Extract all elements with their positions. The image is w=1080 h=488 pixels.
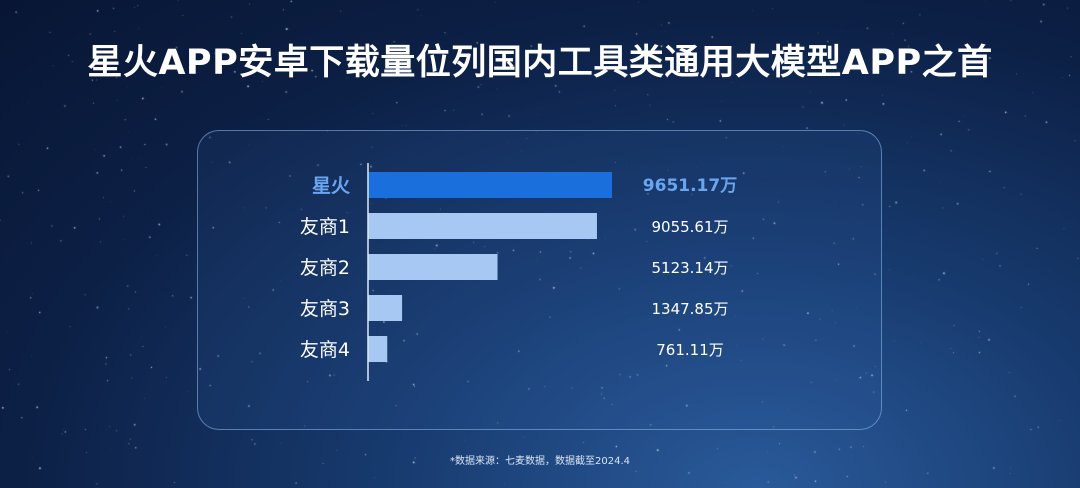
- bar: [368, 172, 612, 198]
- data-label: 9055.61万: [651, 218, 728, 236]
- data-label: 5123.14万: [651, 259, 728, 277]
- category-label: 友商4: [300, 339, 350, 361]
- bar: [368, 213, 597, 239]
- bar: [368, 295, 403, 321]
- data-label: 9651.17万: [643, 176, 737, 196]
- category-label: 友商1: [300, 216, 350, 238]
- bar: [368, 254, 498, 280]
- category-label: 友商2: [300, 257, 350, 279]
- data-source-note: *数据来源：七麦数据，数据截至2024.4: [450, 456, 630, 467]
- data-label: 1347.85万: [651, 300, 728, 318]
- category-label: 友商3: [300, 298, 350, 320]
- data-label: 761.11万: [656, 341, 724, 359]
- page-title: 星火APP安卓下载量位列国内工具类通用大模型APP之首: [87, 43, 993, 83]
- bar: [368, 336, 388, 362]
- category-label: 星火: [312, 175, 351, 197]
